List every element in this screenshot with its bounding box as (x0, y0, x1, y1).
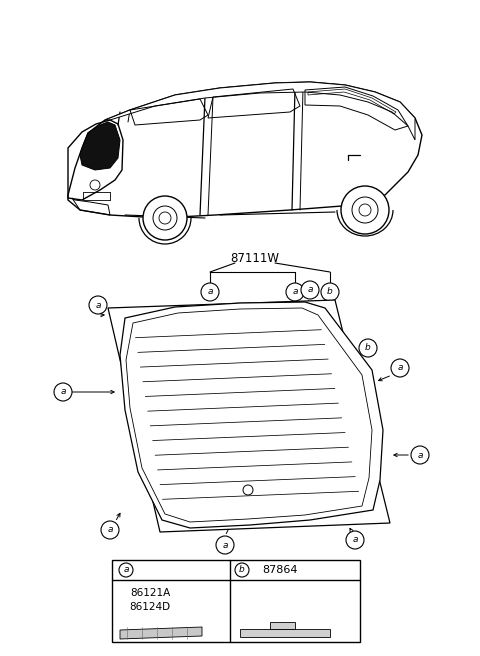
Text: 87111W: 87111W (230, 251, 279, 264)
Circle shape (143, 196, 187, 240)
Polygon shape (240, 629, 330, 637)
Circle shape (341, 186, 389, 234)
Text: a: a (60, 388, 66, 396)
Circle shape (89, 296, 107, 314)
Text: b: b (365, 344, 371, 352)
Polygon shape (120, 302, 383, 528)
Text: a: a (95, 300, 101, 310)
Text: a: a (352, 535, 358, 544)
Circle shape (54, 383, 72, 401)
Polygon shape (68, 82, 422, 218)
Text: a: a (207, 287, 213, 297)
Circle shape (321, 283, 339, 301)
Circle shape (286, 283, 304, 301)
Circle shape (119, 563, 133, 577)
Text: 86121A
86124D: 86121A 86124D (130, 588, 170, 613)
Text: a: a (123, 565, 129, 575)
Polygon shape (108, 300, 390, 532)
Polygon shape (120, 627, 202, 639)
Polygon shape (270, 622, 295, 629)
Circle shape (246, 309, 264, 327)
Circle shape (101, 521, 119, 539)
Circle shape (391, 359, 409, 377)
Circle shape (235, 563, 249, 577)
Polygon shape (105, 82, 415, 140)
Text: b: b (327, 287, 333, 297)
Text: a: a (397, 363, 403, 373)
Text: a: a (292, 287, 298, 297)
Text: 87864: 87864 (262, 565, 298, 575)
Text: a: a (307, 285, 313, 295)
Circle shape (359, 339, 377, 357)
Circle shape (346, 531, 364, 549)
Text: a: a (222, 541, 228, 550)
Circle shape (216, 536, 234, 554)
Text: a: a (107, 525, 113, 535)
Text: b: b (239, 565, 245, 575)
Circle shape (301, 281, 319, 299)
Bar (112, 560, 360, 642)
Text: a: a (252, 314, 258, 323)
Polygon shape (126, 308, 372, 522)
Text: a: a (417, 451, 423, 459)
Circle shape (201, 283, 219, 301)
Polygon shape (80, 122, 120, 170)
Circle shape (411, 446, 429, 464)
